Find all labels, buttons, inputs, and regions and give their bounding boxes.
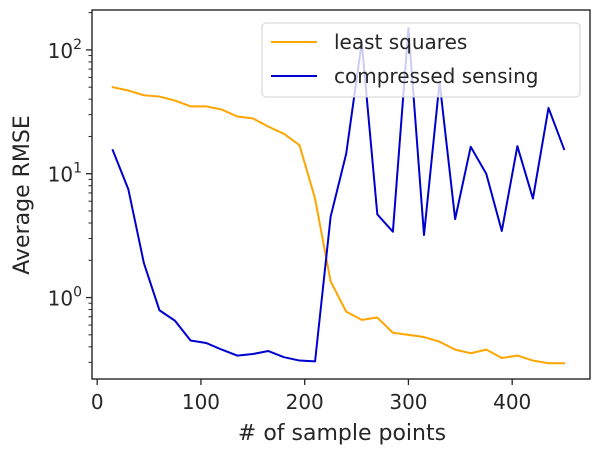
x-tick-label: 300 <box>389 390 427 414</box>
data-point-least-squares <box>345 311 347 313</box>
data-point-compressed-sensing <box>423 234 425 236</box>
data-point-compressed-sensing <box>392 231 394 233</box>
data-point-compressed-sensing <box>190 340 192 342</box>
plot-layer <box>111 27 566 365</box>
data-point-least-squares <box>423 336 425 338</box>
data-point-least-squares <box>236 116 238 118</box>
x-tick-label: 0 <box>91 390 104 414</box>
data-point-least-squares <box>143 94 145 96</box>
data-point-compressed-sensing <box>516 145 518 147</box>
data-point-compressed-sensing <box>143 262 145 264</box>
data-point-compressed-sensing <box>330 216 332 218</box>
data-point-compressed-sensing <box>485 173 487 175</box>
data-point-compressed-sensing <box>252 353 254 355</box>
series-line-compressed-sensing <box>111 27 566 363</box>
data-point-least-squares <box>267 126 269 128</box>
data-point-least-squares <box>392 332 394 334</box>
data-point-compressed-sensing <box>501 230 503 232</box>
data-point-compressed-sensing <box>236 355 238 357</box>
legend-box <box>261 22 581 98</box>
data-point-compressed-sensing <box>563 148 565 150</box>
data-point-least-squares <box>205 105 207 107</box>
data-point-compressed-sensing <box>299 360 301 362</box>
data-point-least-squares <box>376 317 378 319</box>
data-point-compressed-sensing <box>159 309 161 311</box>
data-point-compressed-sensing <box>221 349 223 351</box>
data-point-least-squares <box>252 117 254 119</box>
data-point-least-squares <box>314 198 316 200</box>
data-point-least-squares <box>408 334 410 336</box>
data-point-least-squares <box>516 355 518 357</box>
data-point-least-squares <box>501 357 503 359</box>
data-point-least-squares <box>299 144 301 146</box>
series-line-least-squares <box>111 85 566 365</box>
axes-layer: 0 100 200 300 400 100 101 102 <box>48 9 591 414</box>
data-point-least-squares <box>283 133 285 135</box>
data-point-compressed-sensing <box>314 361 316 363</box>
data-point-compressed-sensing <box>174 320 176 322</box>
data-point-least-squares <box>470 352 472 354</box>
y-axis-title: Average RMSE <box>10 115 35 274</box>
x-tick-label: 200 <box>286 390 324 414</box>
data-point-least-squares <box>112 86 114 88</box>
x-axis-title: # of sample points <box>238 421 446 446</box>
data-point-compressed-sensing <box>454 218 456 220</box>
data-point-least-squares <box>330 281 332 283</box>
data-point-least-squares <box>190 105 192 107</box>
data-point-least-squares <box>563 362 565 364</box>
plot-frame <box>91 9 591 380</box>
data-point-least-squares <box>439 341 441 343</box>
data-point-least-squares <box>174 100 176 102</box>
data-point-least-squares <box>221 109 223 111</box>
data-point-compressed-sensing <box>345 153 347 155</box>
data-point-least-squares <box>159 96 161 98</box>
data-point-compressed-sensing <box>283 356 285 358</box>
data-point-least-squares <box>485 349 487 351</box>
data-point-compressed-sensing <box>127 188 129 190</box>
data-point-least-squares <box>361 319 363 321</box>
data-point-least-squares <box>454 349 456 351</box>
data-point-compressed-sensing <box>532 198 534 200</box>
x-tick-label: 400 <box>493 390 531 414</box>
data-point-least-squares <box>548 362 550 364</box>
data-point-compressed-sensing <box>548 107 550 109</box>
data-point-compressed-sensing <box>376 213 378 215</box>
data-point-compressed-sensing <box>112 149 114 151</box>
y-tick-label: 100 <box>48 285 82 311</box>
data-point-least-squares <box>127 90 129 92</box>
legend-label-least-squares: least squares <box>334 30 467 54</box>
y-tick-label: 102 <box>48 37 82 63</box>
x-tick-label: 100 <box>182 390 220 414</box>
y-tick-label: 101 <box>48 161 82 187</box>
data-point-least-squares <box>532 360 534 362</box>
data-point-compressed-sensing <box>267 350 269 352</box>
legend-label-compressed-sensing: compressed sensing <box>334 64 538 88</box>
data-point-compressed-sensing <box>470 146 472 148</box>
legend: least squares compressed sensing <box>261 22 581 98</box>
data-point-compressed-sensing <box>205 342 207 344</box>
